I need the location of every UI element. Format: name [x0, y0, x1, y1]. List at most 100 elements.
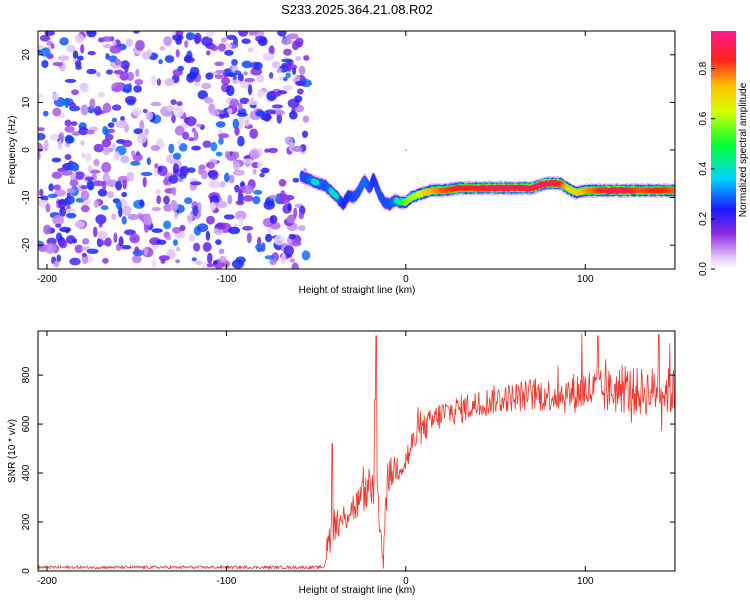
noise-blob	[100, 205, 109, 211]
noise-blob	[50, 43, 55, 49]
noise-blob	[58, 239, 68, 249]
noise-blob	[203, 96, 213, 103]
colorbar-ticks: 0.0 0.2 0.4 0.6 0.8	[698, 61, 715, 276]
noise-blob	[182, 131, 190, 140]
noise-blob	[241, 38, 251, 44]
noise-blob	[111, 82, 124, 93]
noise-blob	[226, 85, 235, 97]
noise-blob	[107, 122, 115, 128]
noise-blob	[247, 100, 259, 106]
noise-blob	[288, 233, 296, 240]
noise-blob	[263, 200, 275, 210]
noise-blob	[102, 257, 109, 264]
noise-blob	[239, 182, 245, 187]
ridge-segment	[314, 179, 319, 186]
noise-blob	[202, 242, 212, 252]
noise-blob	[219, 181, 226, 188]
noise-blob	[64, 154, 72, 160]
noise-blob	[186, 213, 193, 224]
noise-blob	[80, 140, 85, 146]
noise-blob	[264, 255, 275, 260]
noise-blob	[163, 220, 172, 230]
noise-blob	[157, 165, 163, 173]
noise-blob	[89, 98, 96, 109]
noise-blob	[122, 139, 133, 148]
spectrogram-ytick-label: -10	[21, 190, 32, 205]
noise-blob	[265, 233, 273, 243]
noise-blob	[85, 152, 92, 162]
noise-blob	[48, 183, 54, 192]
noise-blob	[184, 40, 189, 48]
snr-xtick-label: -200	[37, 576, 57, 587]
noise-blob	[40, 47, 51, 57]
noise-blob	[238, 102, 243, 110]
noise-blob	[154, 163, 159, 169]
colorbar-tick-label: 0.2	[698, 212, 709, 226]
noise-blob	[126, 71, 135, 81]
noise-blob	[210, 45, 219, 51]
noise-blob	[81, 152, 86, 159]
snr-frame	[37, 330, 676, 572]
noise-blob	[58, 198, 67, 210]
noise-blob	[239, 97, 250, 105]
noise-blob	[249, 128, 259, 139]
spectrogram-ytick-label: -20	[21, 238, 32, 253]
noise-blob	[170, 200, 179, 212]
noise-blob	[215, 121, 226, 128]
noise-blob	[237, 73, 244, 82]
noise-blob	[301, 250, 311, 261]
noise-blob	[234, 184, 240, 193]
noise-blob	[252, 168, 257, 175]
noise-blob	[86, 248, 99, 254]
noise-blob	[268, 45, 275, 56]
noise-blob	[122, 179, 127, 190]
noise-blob	[218, 133, 229, 139]
noise-blob	[256, 74, 265, 83]
noise-blob	[228, 226, 241, 235]
noise-blob	[119, 71, 129, 81]
noise-blob	[236, 112, 248, 117]
noise-blob	[80, 185, 88, 190]
noise-blob	[271, 104, 283, 109]
noise-blob	[214, 74, 224, 79]
noise-blob	[64, 119, 72, 127]
noise-blob	[179, 224, 186, 232]
noise-blob	[121, 191, 128, 198]
noise-blob	[172, 163, 179, 174]
noise-blob	[151, 74, 156, 86]
noise-blob	[302, 130, 308, 138]
noise-blob	[197, 201, 202, 213]
noise-blob	[201, 82, 212, 90]
noise-blob	[93, 226, 98, 238]
noise-blob	[51, 171, 63, 179]
noise-blob	[229, 98, 240, 107]
noise-blob	[93, 200, 100, 209]
noise-blob	[66, 212, 77, 219]
snr-xlabel: Height of straight line (km)	[299, 585, 416, 596]
noise-blob	[205, 230, 211, 241]
noise-blob	[280, 253, 287, 264]
noise-blob	[133, 85, 142, 93]
noise-blob	[43, 224, 52, 235]
noise-blob	[205, 72, 214, 80]
noise-blob	[96, 71, 101, 77]
noise-blob	[69, 162, 80, 172]
noise-blob	[231, 59, 238, 66]
noise-blob	[215, 151, 223, 157]
noise-blob	[165, 235, 172, 241]
noise-blob	[262, 52, 275, 61]
noise-blob	[227, 194, 233, 205]
noise-blob	[134, 79, 144, 86]
noise-blob	[64, 97, 70, 109]
noise-blob	[86, 129, 95, 135]
noise-blob	[238, 31, 249, 37]
noise-blob	[276, 113, 282, 124]
noise-blob	[136, 151, 141, 157]
noise-blob	[184, 54, 192, 63]
noise-blob	[171, 114, 176, 124]
noise-blob	[224, 172, 230, 183]
noise-blob	[82, 238, 90, 245]
noise-blob	[104, 128, 110, 136]
noise-blob	[258, 147, 263, 157]
noise-blob	[145, 111, 154, 121]
